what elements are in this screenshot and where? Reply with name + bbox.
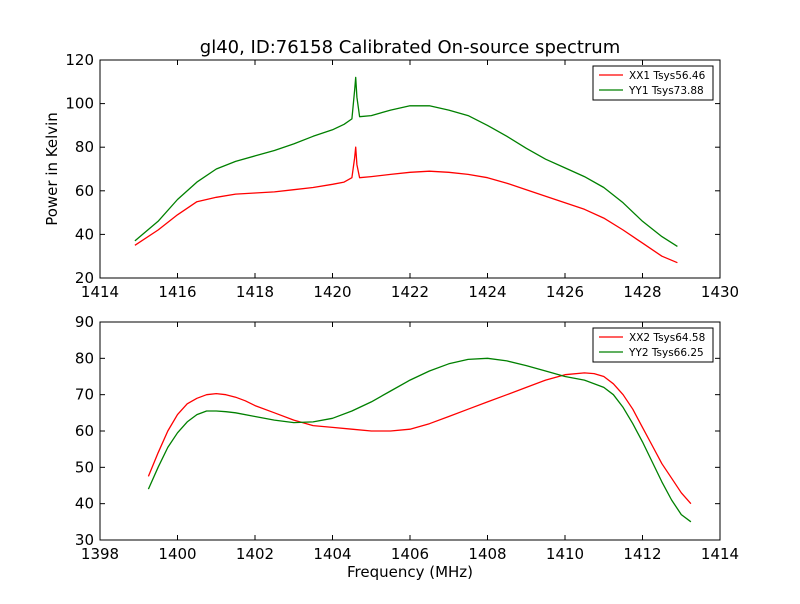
x-tick-label: 1416 bbox=[158, 283, 196, 301]
legend-box bbox=[592, 327, 714, 363]
legend-box bbox=[592, 65, 714, 101]
x-tick-label: 1400 bbox=[158, 545, 196, 563]
y-tick-label: 90 bbox=[75, 313, 94, 331]
series-line-xx2 bbox=[147, 372, 692, 505]
y-tick-label: 80 bbox=[75, 138, 94, 156]
legend: XX1 Tsys56.46 YY1 Tsys73.88 bbox=[592, 65, 714, 101]
chart-panel-bottom: 1398 1400 1402 1404 1406 1408 1410 1412 1414 30 40… bbox=[75, 313, 739, 563]
x-tick-label: 1404 bbox=[313, 545, 351, 563]
x-tick-label: 1410 bbox=[546, 545, 584, 563]
series-line-yy1 bbox=[134, 76, 678, 247]
legend-label: YY1 Tsys73.88 bbox=[628, 85, 704, 97]
y-tick-label: 60 bbox=[75, 422, 94, 440]
y-tick-label: 30 bbox=[75, 531, 94, 549]
chart-panel-top: 1414 1416 1418 1420 1422 1424 1426 1428 1430 20 40… bbox=[65, 51, 739, 301]
y-tick-label: 80 bbox=[75, 349, 94, 367]
chart-title: gl40, ID:76158 Calibrated On-source spec… bbox=[200, 37, 620, 58]
legend-label: YY2 Tsys66.25 bbox=[628, 347, 704, 359]
x-tick-label: 1414 bbox=[701, 545, 739, 563]
x-tick-label: 1412 bbox=[623, 545, 661, 563]
legend-label: XX1 Tsys56.46 bbox=[629, 70, 706, 82]
y-tick-label: 20 bbox=[75, 269, 94, 287]
x-tick-label: 1420 bbox=[313, 283, 351, 301]
x-tick-label: 1398 bbox=[81, 545, 119, 563]
x-tick-label: 1430 bbox=[701, 283, 739, 301]
series-line-xx1 bbox=[134, 146, 678, 264]
y-tick-label: 50 bbox=[75, 458, 94, 476]
x-tick-label: 1426 bbox=[546, 283, 584, 301]
y-tick-label: 70 bbox=[75, 386, 94, 404]
y-axis-label: Power in Kelvin bbox=[43, 112, 61, 226]
x-tick-label: 1418 bbox=[236, 283, 274, 301]
x-tick-label: 1428 bbox=[623, 283, 661, 301]
y-tick-label: 100 bbox=[65, 95, 94, 113]
x-tick-label: 1406 bbox=[391, 545, 429, 563]
legend-label: XX2 Tsys64.58 bbox=[629, 332, 705, 344]
y-tick-label: 40 bbox=[75, 225, 94, 243]
x-tick-label: 1424 bbox=[468, 283, 506, 301]
series-line-yy2 bbox=[147, 357, 692, 523]
y-tick-label: 40 bbox=[75, 495, 94, 513]
y-tick-label: 60 bbox=[75, 182, 94, 200]
legend: XX2 Tsys64.58 YY2 Tsys66.25 bbox=[592, 327, 714, 363]
x-tick-label: 1422 bbox=[391, 283, 429, 301]
x-tick-label: 1408 bbox=[468, 545, 506, 563]
x-tick-label: 1414 bbox=[81, 283, 119, 301]
x-axis-label: Frequency (MHz) bbox=[347, 563, 473, 581]
y-tick-label: 120 bbox=[65, 51, 94, 69]
x-tick-label: 1402 bbox=[236, 545, 274, 563]
